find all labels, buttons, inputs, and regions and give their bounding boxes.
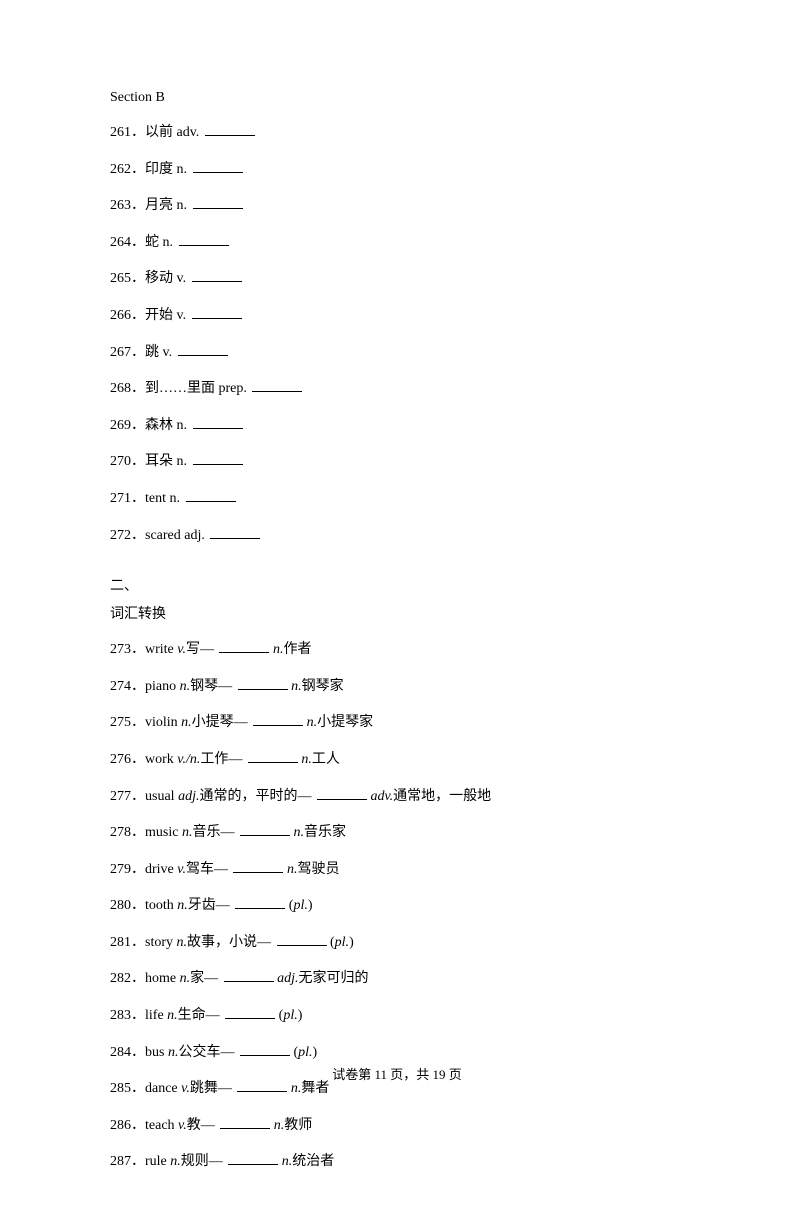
section-b-list: 261．以前 adv. 262．印度 n. 263．月亮 n. 264．蛇 n.… [110, 122, 684, 545]
vocab-item: 268．到……里面 prep. [110, 378, 684, 399]
fill-blank[interactable] [186, 488, 236, 502]
fill-blank[interactable] [235, 895, 285, 909]
vocab-item: 266．开始 v. [110, 305, 684, 326]
fill-blank[interactable] [228, 1151, 278, 1165]
vocab-item: 261．以前 adv. [110, 122, 684, 143]
fill-blank[interactable] [252, 378, 302, 392]
fill-blank[interactable] [317, 786, 367, 800]
vocab-item: 272．scared adj. [110, 525, 684, 546]
fill-blank[interactable] [238, 676, 288, 690]
vocab-item: 264．蛇 n. [110, 232, 684, 253]
conversion-item: 275．violin n.小提琴— n.小提琴家 [110, 712, 684, 733]
fill-blank[interactable] [193, 159, 243, 173]
conversion-item: 276．work v./n.工作— n.工人 [110, 749, 684, 770]
fill-blank[interactable] [224, 968, 274, 982]
conversion-item: 279．drive v.驾车— n.驾驶员 [110, 859, 684, 880]
fill-blank[interactable] [193, 195, 243, 209]
fill-blank[interactable] [233, 859, 283, 873]
fill-blank[interactable] [240, 1042, 290, 1056]
fill-blank[interactable] [277, 932, 327, 946]
fill-blank[interactable] [192, 268, 242, 282]
conversion-item: 282．home n.家— adj.无家可归的 [110, 968, 684, 989]
section-two-subtitle: 词汇转换 [110, 603, 684, 623]
section-b-header: Section B [110, 90, 684, 106]
vocab-item: 270．耳朵 n. [110, 451, 684, 472]
conversion-item: 280．tooth n.牙齿— (pl.) [110, 895, 684, 916]
fill-blank[interactable] [193, 451, 243, 465]
conversion-item: 278．music n.音乐— n.音乐家 [110, 822, 684, 843]
fill-blank[interactable] [219, 639, 269, 653]
vocab-item: 269．森林 n. [110, 415, 684, 436]
fill-blank[interactable] [179, 232, 229, 246]
vocab-item: 267．跳 v. [110, 342, 684, 363]
conversion-item: 277．usual adj.通常的，平时的— adv.通常地，一般地 [110, 786, 684, 807]
fill-blank[interactable] [220, 1115, 270, 1129]
fill-blank[interactable] [253, 712, 303, 726]
fill-blank[interactable] [225, 1005, 275, 1019]
fill-blank[interactable] [193, 415, 243, 429]
conversion-item: 274．piano n.钢琴— n.钢琴家 [110, 676, 684, 697]
conversion-item: 287．rule n.规则— n.统治者 [110, 1151, 684, 1172]
fill-blank[interactable] [178, 342, 228, 356]
conversion-item: 284．bus n.公交车— (pl.) [110, 1042, 684, 1063]
conversion-item: 273．write v.写— n.作者 [110, 639, 684, 660]
section-two-title: 二、 [110, 575, 684, 595]
conversion-item: 281．story n.故事，小说— (pl.) [110, 932, 684, 953]
vocab-item: 265．移动 v. [110, 268, 684, 289]
fill-blank[interactable] [210, 525, 260, 539]
conversion-item: 286．teach v.教— n.教师 [110, 1115, 684, 1136]
vocab-item: 271．tent n. [110, 488, 684, 509]
page-footer: 试卷第 11 页，共 19 页 [0, 1064, 794, 1083]
fill-blank[interactable] [248, 749, 298, 763]
section-two-list: 273．write v.写— n.作者 274．piano n.钢琴— n.钢琴家… [110, 639, 684, 1172]
conversion-item: 283．life n.生命— (pl.) [110, 1005, 684, 1026]
fill-blank[interactable] [240, 822, 290, 836]
vocab-item: 262．印度 n. [110, 159, 684, 180]
fill-blank[interactable] [205, 122, 255, 136]
vocab-item: 263．月亮 n. [110, 195, 684, 216]
page-content: Section B 261．以前 adv. 262．印度 n. 263．月亮 n… [0, 0, 794, 1228]
fill-blank[interactable] [192, 305, 242, 319]
